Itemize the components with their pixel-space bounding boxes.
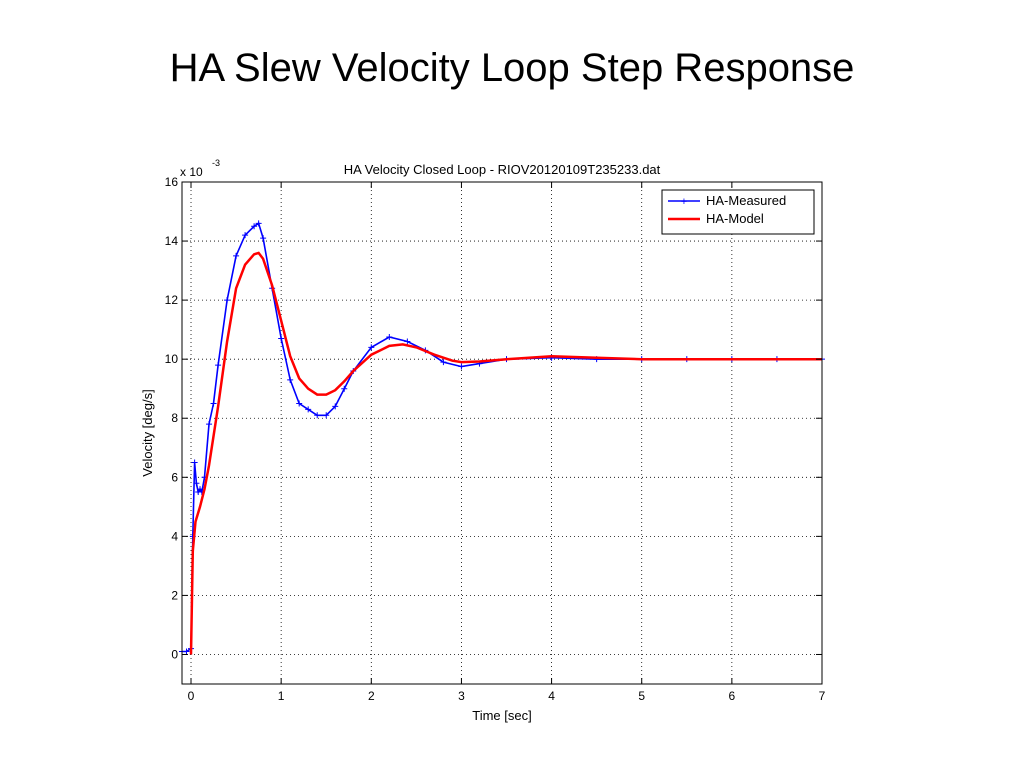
data-point-measured (332, 403, 339, 410)
series-line-model (189, 251, 822, 655)
legend-swatch-measured-marker: + (681, 196, 687, 208)
y-exponent-label: -3 (212, 158, 220, 168)
y-axis-label: Velocity [deg/s] (140, 389, 155, 476)
data-point-measured (287, 376, 294, 383)
y-tick-label: 8 (171, 411, 178, 425)
data-point-measured (255, 220, 262, 227)
data-point-measured (278, 335, 285, 342)
chart-title: HA Velocity Closed Loop - RIOV20120109T2… (344, 162, 661, 177)
data-point-measured (305, 406, 312, 413)
legend-label-model: HA-Model (706, 211, 764, 226)
legend-label-measured: HA-Measured (706, 193, 786, 208)
data-point-measured (193, 480, 200, 487)
data-point-measured (251, 223, 258, 230)
data-point-measured (183, 648, 190, 655)
data-point-measured (341, 385, 348, 392)
chart-legend: + HA-Measured HA-Model (661, 189, 815, 235)
data-point-measured (440, 359, 447, 366)
y-tick-label: 6 (171, 470, 178, 484)
y-tick-label: 2 (171, 588, 178, 602)
slide-title: HA Slew Velocity Loop Step Response (169, 46, 855, 90)
data-point-measured (206, 421, 213, 428)
series-line-measured (182, 222, 822, 653)
data-point-measured (368, 344, 375, 351)
x-tick-label: 1 (278, 689, 285, 703)
x-tick-label: 7 (819, 689, 826, 703)
y-multiplier-label: x 10 (180, 165, 203, 179)
y-tick-label: 0 (171, 647, 178, 661)
x-tick-label: 4 (548, 689, 555, 703)
data-point-measured (458, 363, 465, 370)
data-point-measured (323, 412, 330, 419)
y-tick-label: 4 (171, 529, 178, 543)
x-tick-label: 5 (638, 689, 645, 703)
chart-series (179, 220, 825, 655)
x-tick-label: 2 (368, 689, 375, 703)
data-point-measured (386, 334, 393, 341)
data-point-measured (242, 232, 249, 239)
y-tick-label: 14 (165, 234, 179, 248)
data-point-measured (224, 297, 231, 304)
x-tick-label: 0 (188, 689, 195, 703)
x-axis-label: Time [sec] (472, 708, 531, 723)
data-point-measured (215, 362, 222, 369)
plot-frame (181, 181, 823, 685)
x-tick-label: 3 (458, 689, 465, 703)
data-point-measured (191, 459, 198, 466)
legend-box (661, 189, 815, 235)
x-tick-label: 6 (729, 689, 736, 703)
data-point-measured (404, 338, 411, 345)
chart-grid (182, 181, 823, 684)
y-tick-label: 10 (165, 352, 179, 366)
data-point-measured (210, 400, 217, 407)
y-tick-label: 12 (165, 293, 179, 307)
data-point-measured (233, 252, 240, 259)
data-point-measured (260, 235, 267, 242)
y-tick-label: 16 (165, 175, 179, 189)
data-point-measured (314, 412, 321, 419)
data-point-measured (296, 400, 303, 407)
